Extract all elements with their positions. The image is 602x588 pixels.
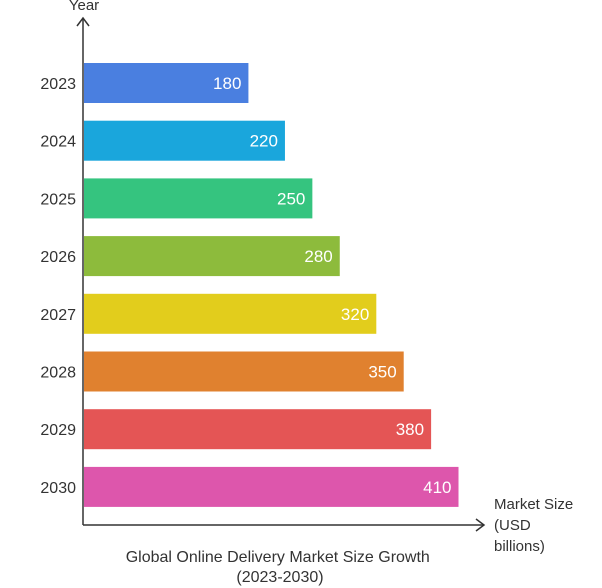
y-tick-label-2023: 2023 [40, 76, 76, 93]
chart-title-line-1: Global Online Delivery Market Size Growt… [126, 549, 430, 566]
bar-2029 [84, 409, 432, 450]
y-tick-label-2029: 2029 [40, 422, 76, 439]
bar-value-label-2027: 320 [341, 305, 369, 324]
y-axis-arrow-icon [76, 16, 90, 27]
axes-group: Year Market Size (USD billions) [69, 0, 577, 555]
y-tick-label-2026: 2026 [40, 249, 76, 266]
y-axis-label: Year [69, 0, 99, 14]
bar-2026 [84, 236, 340, 277]
bar-value-label-2026: 280 [304, 247, 332, 266]
bar-2030 [84, 466, 459, 507]
bar-value-label-2029: 380 [396, 420, 424, 439]
x-axis-label-line-1: Market Size [494, 496, 573, 513]
x-axis-arrow-icon [475, 518, 486, 532]
bar-value-label-2030: 410 [423, 478, 451, 497]
chart-title-line-2: (2023-2030) [236, 569, 323, 586]
y-tick-label-2027: 2027 [40, 307, 76, 324]
y-tick-label-2028: 2028 [40, 365, 76, 382]
bar-value-label-2025: 250 [277, 189, 305, 208]
chart-title: Global Online Delivery Market Size Growt… [126, 549, 435, 586]
y-tick-label-2025: 2025 [40, 191, 76, 208]
x-axis-label: Market Size (USD billions) [494, 496, 577, 555]
bar-value-label-2023: 180 [213, 74, 241, 93]
y-tick-label-2030: 2030 [40, 480, 76, 497]
bar-value-label-2024: 220 [250, 132, 278, 151]
x-axis-label-line-2: (USD [494, 517, 531, 534]
bar-2028 [84, 351, 404, 392]
bar-value-label-2028: 350 [368, 363, 396, 382]
bar-2025 [84, 178, 313, 219]
y-tick-label-2024: 2024 [40, 134, 76, 151]
x-axis-label-line-3: billions) [494, 538, 545, 555]
bar-2024 [84, 120, 285, 161]
bars-group: 180 2023 220 2024 250 2025 280 2026 320 2027 350 20… [40, 63, 459, 507]
bar-2027 [84, 293, 377, 334]
bar-2023 [84, 63, 249, 103]
